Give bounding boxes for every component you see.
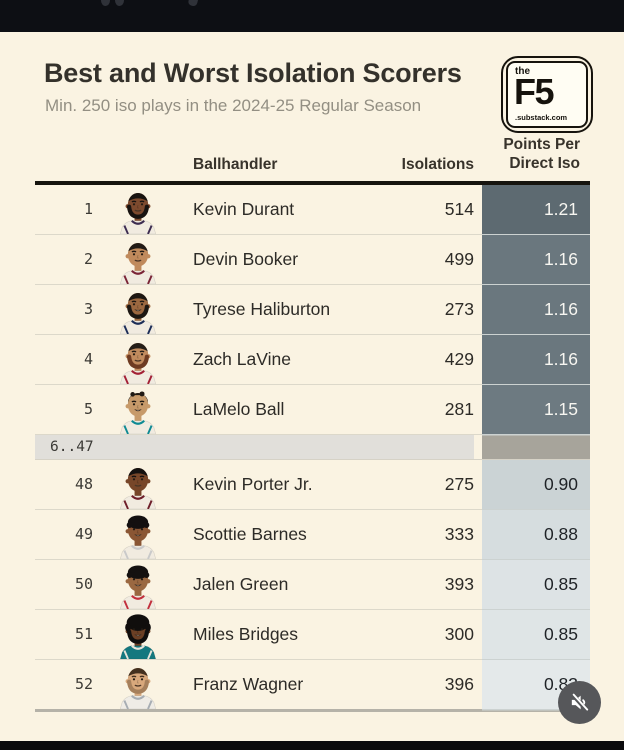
table-row: 49 Scottie Barnes 333 0.88 [35, 509, 590, 560]
points-per-direct-iso-cell: 1.21 [482, 184, 590, 234]
points-per-direct-iso-cell: 1.16 [482, 334, 590, 384]
isolations-value: 275 [444, 473, 474, 494]
player-avatar [105, 613, 171, 659]
player-avatar [105, 238, 171, 284]
table-row: 48 Kevin Porter Jr. 275 0.90 [35, 459, 590, 510]
table-row: 5 LaMelo Ball 281 1.15 [35, 384, 590, 435]
column-header-ballhandler: Ballhandler [193, 155, 278, 173]
player-name: Scottie Barnes [193, 523, 307, 544]
top-app-bar [0, 0, 624, 32]
points-per-direct-iso-cell: 1.16 [482, 284, 590, 334]
page-subtitle: Min. 250 iso plays in the 2024-25 Regula… [45, 96, 422, 116]
table-row: 50 Jalen Green 393 0.85 [35, 559, 590, 610]
player-name: Zach LaVine [193, 348, 291, 369]
logo-f5-label: F5 [514, 71, 555, 112]
rank-cell: 49 [74, 525, 93, 544]
isolations-value: 281 [444, 398, 474, 419]
logo-the-label: the [515, 66, 530, 77]
player-avatar [105, 338, 171, 384]
player-avatar [105, 513, 171, 559]
player-avatar [105, 463, 171, 509]
points-per-direct-iso-cell: 1.15 [482, 384, 590, 434]
f5-substack-logo: the F5 .substack.com [501, 56, 593, 133]
rank-cell: 3 [83, 300, 93, 319]
column-header-isolations: Isolations [401, 155, 474, 173]
points-per-direct-iso-cell: 0.88 [482, 509, 590, 559]
rank-cell: 52 [74, 675, 93, 694]
table-row: 51 Miles Bridges 300 0.85 [35, 609, 590, 660]
isolations-value: 429 [444, 348, 474, 369]
isolations-value: 333 [444, 523, 474, 544]
rank-cell: 51 [74, 625, 93, 644]
player-avatar [105, 388, 171, 434]
isolations-value: 514 [444, 198, 474, 219]
isolations-value: 396 [444, 673, 474, 694]
player-name: Miles Bridges [193, 623, 299, 644]
table-body: 1 Kevin Durant 514 1.21 2 Devin Booker 499 1.… [35, 184, 590, 712]
table-row: 3 Tyrese Haliburton 273 1.16 [35, 284, 590, 335]
points-per-direct-iso-cell: 1.16 [482, 234, 590, 284]
isolations-value: 393 [444, 573, 474, 594]
collapsed-ranks-row: 6..47 [35, 434, 590, 460]
table-header: Ballhandler Isolations Points Per Direct… [35, 136, 590, 185]
table-row: 2 Devin Booker 499 1.16 [35, 234, 590, 285]
player-avatar [105, 663, 171, 709]
player-name: Jalen Green [193, 573, 289, 594]
column-gap [474, 435, 482, 459]
cropped-text-artifact [101, 0, 110, 6]
rank-cell: 2 [83, 250, 93, 269]
logo-substack-label: .substack.com [515, 113, 568, 122]
points-per-direct-iso-cell: 0.90 [482, 459, 590, 509]
isolations-value: 273 [444, 298, 474, 319]
points-per-direct-iso-cell: 0.85 [482, 609, 590, 659]
table-row: 4 Zach LaVine 429 1.16 [35, 334, 590, 385]
rank-cell: 4 [83, 350, 93, 369]
player-name: Kevin Durant [193, 198, 295, 219]
infographic-card: Best and Worst Isolation Scorers Min. 25… [0, 32, 624, 741]
column-header-points-per-direct-iso: Points Per Direct Iso [503, 136, 580, 172]
cropped-text-artifact [187, 0, 200, 7]
mute-button[interactable] [558, 681, 601, 724]
iso-scorers-table: Ballhandler Isolations Points Per Direct… [35, 136, 590, 712]
rank-cell: 48 [74, 475, 93, 494]
isolations-value: 300 [444, 623, 474, 644]
player-name: Kevin Porter Jr. [193, 473, 313, 494]
f5-keycap-icon: the F5 .substack.com [506, 61, 588, 128]
rank-cell: 1 [83, 200, 93, 219]
muted-speaker-icon [571, 693, 589, 712]
player-name: LaMelo Ball [193, 398, 285, 419]
bottom-bar [0, 741, 624, 750]
table-row: 1 Kevin Durant 514 1.21 [35, 184, 590, 235]
isolations-value: 499 [444, 248, 474, 269]
points-per-direct-iso-cell: 0.85 [482, 559, 590, 609]
player-avatar [105, 288, 171, 334]
player-name: Franz Wagner [193, 673, 304, 694]
collapsed-ranks-label: 6..47 [35, 434, 474, 459]
player-name: Tyrese Haliburton [193, 298, 331, 319]
collapsed-ranks-cell [482, 434, 590, 459]
page-title: Best and Worst Isolation Scorers [44, 58, 462, 88]
cropped-text-artifact [115, 0, 124, 6]
table-row: 52 Franz Wagner 396 0.83 [35, 659, 590, 709]
player-name: Devin Booker [193, 248, 299, 269]
card-header: Best and Worst Isolation Scorers Min. 25… [0, 32, 624, 136]
rank-cell: 50 [74, 575, 93, 594]
rank-cell: 5 [83, 400, 93, 419]
player-avatar [105, 188, 171, 234]
player-avatar [105, 563, 171, 609]
